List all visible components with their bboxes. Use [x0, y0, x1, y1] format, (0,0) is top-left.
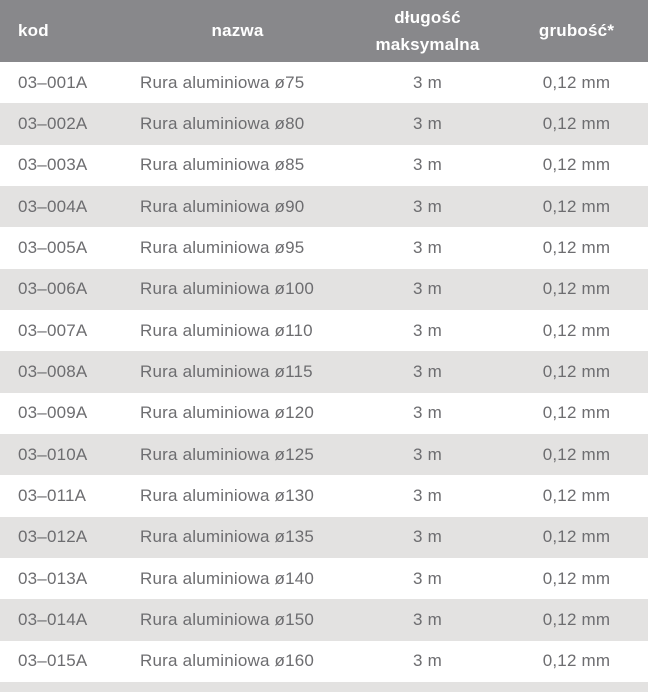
cell-nazwa: Rura aluminiowa ø75: [140, 72, 305, 92]
table-row: 03–013A Rura aluminiowa ø140 3 m 0,12 mm: [0, 557, 648, 600]
table-row: 03–015A Rura aluminiowa ø160 3 m 0,12 mm: [0, 640, 648, 682]
table-row: 03–009A Rura aluminiowa ø120 3 m 0,12 mm: [0, 392, 648, 434]
cell-grubosc: 0,12 mm: [542, 444, 611, 464]
cell-dlugosc: 3 m: [413, 113, 442, 133]
cell-nazwa: Rura aluminiowa ø150: [140, 609, 315, 629]
cell-kod: 03–008A: [18, 361, 88, 381]
cell-grubosc: 0,12 mm: [542, 485, 611, 505]
cell-grubosc: 0,12 mm: [542, 237, 611, 257]
cell-nazwa: Rura aluminiowa ø125: [140, 444, 315, 464]
cell-dlugosc: 3 m: [413, 72, 442, 92]
partial-next-row: [0, 681, 648, 692]
table-body: 03–001A Rura aluminiowa ø75 3 m 0,12 mm …: [0, 62, 648, 682]
cell-dlugosc: 3 m: [413, 196, 442, 216]
cell-nazwa: Rura aluminiowa ø160: [140, 651, 315, 671]
table-row: 03–003A Rura aluminiowa ø85 3 m 0,12 mm: [0, 144, 648, 186]
cell-grubosc: 0,12 mm: [542, 320, 611, 340]
cell-dlugosc: 3 m: [413, 609, 442, 629]
column-header-dlugosc-line1: długość: [394, 8, 461, 27]
cell-kod: 03–015A: [18, 651, 88, 671]
table-header-row: kod nazwa długość maksymalna grubość*: [0, 0, 648, 62]
cell-nazwa: Rura aluminiowa ø140: [140, 568, 315, 588]
cell-dlugosc: 3 m: [413, 568, 442, 588]
cell-nazwa: Rura aluminiowa ø95: [140, 237, 305, 257]
cell-grubosc: 0,12 mm: [542, 196, 611, 216]
cell-grubosc: 0,12 mm: [542, 568, 611, 588]
cell-grubosc: 0,12 mm: [542, 527, 611, 547]
cell-kod: 03–002A: [18, 113, 88, 133]
column-header-dlugosc-maksymalna: długość maksymalna: [350, 0, 505, 62]
table-row: 03–012A Rura aluminiowa ø135 3 m 0,12 mm: [0, 516, 648, 558]
table-row: 03–007A Rura aluminiowa ø110 3 m 0,12 mm: [0, 309, 648, 352]
cell-dlugosc: 3 m: [413, 403, 442, 423]
cell-dlugosc: 3 m: [413, 320, 442, 340]
cell-kod: 03–005A: [18, 237, 88, 257]
table-header: kod nazwa długość maksymalna grubość*: [0, 0, 648, 62]
column-header-dlugosc-line2: maksymalna: [375, 35, 480, 54]
cell-nazwa: Rura aluminiowa ø85: [140, 155, 305, 175]
cell-nazwa: Rura aluminiowa ø110: [140, 320, 313, 340]
cell-grubosc: 0,12 mm: [542, 72, 611, 92]
table-row: 03–002A Rura aluminiowa ø80 3 m 0,12 mm: [0, 103, 648, 145]
column-header-kod: kod: [0, 0, 125, 62]
cell-nazwa: Rura aluminiowa ø130: [140, 485, 315, 505]
cell-kod: 03–003A: [18, 155, 88, 175]
table-row: 03–010A Rura aluminiowa ø125 3 m 0,12 mm: [0, 433, 648, 476]
cell-dlugosc: 3 m: [413, 361, 442, 381]
cell-kod: 03–011A: [18, 485, 87, 505]
cell-kod: 03–013A: [18, 568, 88, 588]
cell-dlugosc: 3 m: [413, 237, 442, 257]
cell-kod: 03–010A: [18, 444, 88, 464]
table-row: 03–008A Rura aluminiowa ø115 3 m 0,12 mm: [0, 351, 648, 393]
cell-kod: 03–001A: [18, 72, 88, 92]
cell-dlugosc: 3 m: [413, 485, 442, 505]
cell-grubosc: 0,12 mm: [542, 609, 611, 629]
cell-nazwa: Rura aluminiowa ø115: [140, 361, 313, 381]
cell-kod: 03–012A: [18, 527, 88, 547]
cell-grubosc: 0,12 mm: [542, 361, 611, 381]
cell-kod: 03–006A: [18, 279, 88, 299]
cell-kod: 03–007A: [18, 320, 88, 340]
cell-grubosc: 0,12 mm: [542, 651, 611, 671]
table-row: 03–005A Rura aluminiowa ø95 3 m 0,12 mm: [0, 227, 648, 269]
column-header-nazwa: nazwa: [125, 0, 350, 62]
table-row: 03–001A Rura aluminiowa ø75 3 m 0,12 mm: [0, 62, 648, 104]
cell-nazwa: Rura aluminiowa ø80: [140, 113, 305, 133]
cell-grubosc: 0,12 mm: [542, 113, 611, 133]
table-row: 03–006A Rura aluminiowa ø100 3 m 0,12 mm: [0, 268, 648, 310]
cell-dlugosc: 3 m: [413, 155, 442, 175]
cell-dlugosc: 3 m: [413, 651, 442, 671]
cell-kod: 03–004A: [18, 196, 88, 216]
cell-nazwa: Rura aluminiowa ø135: [140, 527, 315, 547]
table-row: 03–011A Rura aluminiowa ø130 3 m 0,12 mm: [0, 475, 648, 517]
cell-grubosc: 0,12 mm: [542, 403, 611, 423]
cell-kod: 03–014A: [18, 609, 88, 629]
cell-nazwa: Rura aluminiowa ø100: [140, 279, 315, 299]
cell-grubosc: 0,12 mm: [542, 279, 611, 299]
cell-dlugosc: 3 m: [413, 527, 442, 547]
table-row: 03–004A Rura aluminiowa ø90 3 m 0,12 mm: [0, 185, 648, 228]
cell-grubosc: 0,12 mm: [542, 155, 611, 175]
cell-nazwa: Rura aluminiowa ø90: [140, 196, 305, 216]
cell-nazwa: Rura aluminiowa ø120: [140, 403, 315, 423]
cell-kod: 03–009A: [18, 403, 88, 423]
cell-dlugosc: 3 m: [413, 444, 442, 464]
column-header-grubosc: grubość*: [505, 0, 648, 62]
table-row: 03–014A Rura aluminiowa ø150 3 m 0,12 mm: [0, 599, 648, 641]
cell-dlugosc: 3 m: [413, 279, 442, 299]
